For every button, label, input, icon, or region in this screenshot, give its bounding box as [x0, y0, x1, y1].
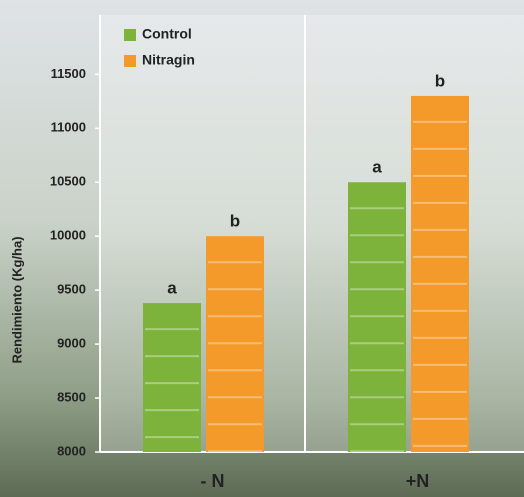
legend-swatch [124, 55, 136, 67]
y-tick-label: 10500 [50, 174, 86, 189]
bar [348, 182, 406, 452]
y-tick-label: 10000 [50, 228, 86, 243]
y-tick-label: 8500 [57, 389, 86, 404]
y-tick-label: 9000 [57, 336, 86, 351]
x-tick-label: - N [201, 471, 225, 491]
legend-label: Control [142, 26, 192, 42]
bar [411, 95, 469, 452]
legend-swatch [124, 29, 136, 41]
bar-letter: b [230, 212, 240, 231]
bar [143, 303, 201, 452]
bar-letter: a [167, 279, 177, 298]
legend-label: Nitragin [142, 52, 195, 68]
y-tick-label: 11500 [51, 66, 86, 81]
bar [206, 236, 264, 452]
y-tick-label: 11000 [51, 120, 86, 135]
x-tick-label: +N [406, 471, 430, 491]
y-tick-label: 8000 [57, 443, 86, 458]
bar-letter: b [435, 71, 445, 90]
y-tick-label: 9500 [57, 282, 86, 297]
y-axis-label: Rendimiento (Kg/ha) [9, 236, 24, 363]
bar-letter: a [372, 158, 382, 177]
